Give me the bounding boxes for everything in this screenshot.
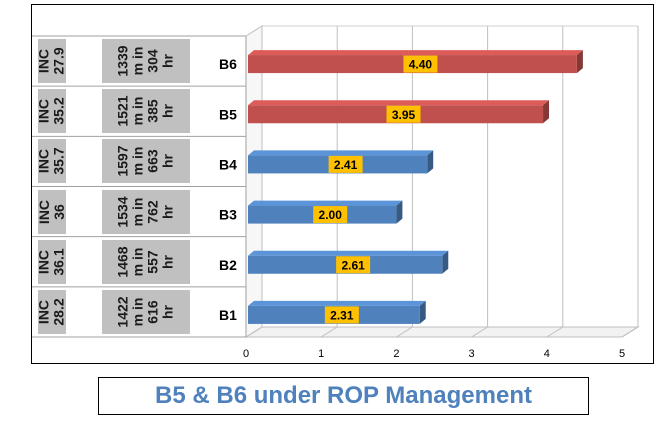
x-tick-label: 1 [318, 348, 324, 360]
info-hr_unit: hr [160, 304, 176, 319]
data-label-B2: 2.61 [341, 258, 365, 272]
inc-cell: INC 27.9 [36, 39, 67, 84]
bar-side-face [576, 50, 583, 74]
data-label-B6: 4.40 [409, 58, 433, 72]
bar-chart: 0 1 2 3 4 5 4.40 B6 3.95 B5 2.41 B4 2.00 B3 2.61 B2 2.31… [32, 25, 640, 360]
inc-cell: INC 28.2 [36, 289, 67, 334]
x-floor-line [471, 326, 488, 338]
stats-cell: 1521 m in 385 hr [102, 89, 190, 134]
data-label-B4: 2.41 [334, 158, 358, 172]
bar-top-face [248, 250, 449, 256]
data-label-bg [336, 256, 371, 274]
info-hr_unit: hr [160, 204, 176, 219]
data-label-bg [386, 105, 421, 123]
bar-top-face [248, 300, 426, 306]
category-label-B2: B2 [219, 257, 237, 273]
x-floor-line [396, 326, 413, 338]
data-label-bg [403, 55, 438, 73]
data-label-B3: 2.00 [319, 208, 343, 222]
category-label-B4: B4 [219, 156, 237, 172]
x-floor-line [320, 326, 338, 338]
x-floor-line [621, 326, 639, 338]
bar-side-face [543, 100, 550, 124]
inc-cell: INC 36.1 [36, 239, 67, 284]
x-tick-label: 4 [544, 348, 550, 360]
bar-side-face [442, 250, 449, 274]
info-hr_unit: hr [160, 154, 176, 169]
x-tick-label: 0 [243, 348, 249, 360]
category-label-B5: B5 [219, 106, 237, 122]
x-tick-label: 3 [469, 348, 475, 360]
bar-top-face [248, 50, 583, 56]
bar-top-face [248, 100, 550, 106]
bar-top-face [248, 150, 434, 156]
stats-cell: 1597 m in 663 hr [102, 139, 190, 184]
bar-side-face [427, 150, 434, 174]
data-label-bg [328, 155, 363, 173]
info-inc_val: 35.2 [51, 97, 67, 125]
chart-caption: B5 & B6 under ROP Management [155, 382, 532, 409]
stats-cell: 1339 m in 304 hr [102, 39, 190, 84]
info-inc_val: 28.2 [51, 298, 67, 326]
x-tick-label: 5 [619, 348, 625, 360]
info-hr_unit: hr [160, 104, 176, 119]
stats-cell: 1468 m in 557 hr [102, 239, 190, 284]
category-label-B6: B6 [219, 56, 237, 72]
x-tick-label: 2 [393, 348, 399, 360]
info-hr_unit: hr [160, 54, 176, 69]
chart-floor [244, 326, 640, 338]
stats-cell: 1534 m in 762 hr [102, 189, 190, 234]
data-label-bg [313, 206, 348, 224]
info-inc: INC [36, 199, 52, 224]
x-floor-line [245, 326, 263, 338]
info-inc_val: 27.9 [51, 47, 67, 75]
info-inc_val: 36 [51, 203, 67, 220]
data-label-B5: 3.95 [392, 108, 416, 122]
category-label-B3: B3 [219, 207, 237, 223]
inc-cell: INC 36 [36, 189, 67, 234]
info-inc_val: 36.1 [51, 248, 67, 276]
category-label-B1: B1 [219, 307, 237, 323]
info-hr_unit: hr [160, 254, 176, 269]
inc-cell: INC 35.7 [36, 139, 67, 184]
chart-frame: 0 1 2 3 4 5 4.40 B6 3.95 B5 2.41 B4 2.00 B3 2.61 B2 2.31… [31, 4, 654, 364]
stats-cell: 1422 m in 616 hr [102, 289, 190, 334]
info-inc_val: 35.7 [51, 147, 67, 176]
inc-cell: INC 35.2 [36, 89, 67, 134]
bar-side-face [419, 300, 426, 324]
data-label-bg [324, 306, 359, 324]
bar-top-face [248, 200, 403, 206]
data-label-B1: 2.31 [330, 308, 354, 322]
caption-box: B5 & B6 under ROP Management [98, 377, 589, 415]
x-floor-line [546, 326, 564, 338]
bar-side-face [396, 200, 403, 224]
